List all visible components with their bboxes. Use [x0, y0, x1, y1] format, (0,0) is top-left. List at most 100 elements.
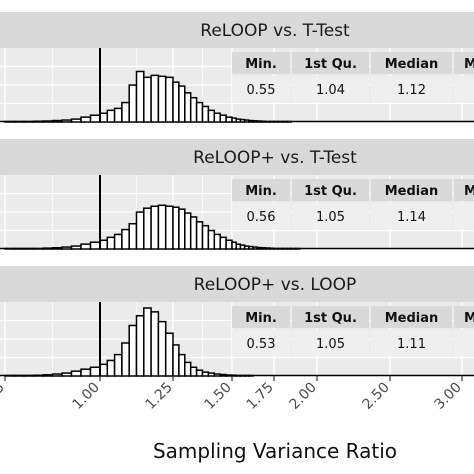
table-value-cell	[371, 76, 452, 102]
histogram-bar	[13, 247, 25, 250]
table-header-cell	[371, 306, 452, 328]
summary-table: Min. 0.56 1st Qu. 1.05 Median 1.14 M	[232, 179, 474, 229]
histogram-bar	[106, 236, 116, 250]
histogram-bar	[201, 224, 210, 250]
table-value: 0.55	[247, 83, 276, 98]
x-tick-label: 1.50	[201, 380, 234, 413]
table-value-cell	[232, 203, 290, 229]
histogram-bar	[225, 374, 233, 377]
histogram-bar	[150, 311, 160, 377]
table-value-cell	[454, 330, 474, 356]
histogram-bar	[189, 96, 198, 123]
histogram-bar	[201, 105, 210, 123]
histogram-bar	[89, 366, 101, 377]
histogram-bar	[106, 109, 116, 123]
x-tick-label: 3.00	[431, 380, 464, 413]
histogram-bar	[113, 107, 123, 123]
table-value-cell	[292, 330, 369, 356]
histogram-bar	[61, 246, 73, 250]
histogram-bar	[32, 374, 44, 377]
table-value-cell	[292, 76, 369, 102]
table-header-cell	[232, 306, 290, 328]
histogram-bar	[143, 207, 152, 250]
facet-title: ReLOOP+ vs. T-Test	[193, 148, 357, 168]
histogram-bar	[80, 116, 92, 123]
histogram-bar	[70, 370, 82, 377]
histogram-bar	[213, 112, 221, 123]
histogram-bar	[80, 368, 92, 377]
x-tick-label: 2.50	[359, 380, 392, 413]
table-header-label: Median	[385, 184, 439, 199]
facet-panel: ReLOOP vs. T-Test Min. 0.55 1st Qu. 1.04 Medi…	[0, 12, 474, 123]
histogram-bar	[207, 109, 216, 123]
table-value: 0.53	[247, 337, 276, 352]
histogram-bar	[121, 101, 130, 123]
table-value-cell	[371, 330, 452, 356]
facet-panel: ReLOOP+ vs. T-Test Min. 0.56 1st Qu. 1.05 Med…	[0, 139, 474, 250]
histogram-bar	[121, 228, 130, 250]
panels-layer: ReLOOP vs. T-Test Min. 0.55 1st Qu. 1.04 Medi…	[0, 12, 474, 377]
histogram-bar	[61, 372, 73, 377]
histogram-bar	[99, 363, 109, 377]
x-tick-label: 1.25	[142, 380, 175, 413]
histogram-bar	[106, 359, 116, 377]
histogram-bar	[248, 374, 254, 377]
histogram-bar	[80, 243, 92, 250]
histogram-bars	[0, 70, 474, 123]
histogram-bar	[219, 236, 227, 250]
histogram-bar	[51, 246, 63, 250]
table-value-cell	[454, 203, 474, 229]
histogram-bar	[213, 233, 221, 250]
table-header-label: Median	[385, 311, 439, 326]
histogram-bar	[213, 373, 221, 377]
histogram-bar	[189, 366, 198, 377]
histogram-bar	[23, 374, 35, 377]
table-value: 1.04	[316, 83, 345, 98]
histogram-bar	[143, 307, 152, 377]
histogram-bar	[70, 245, 82, 250]
table-header-label: M	[464, 57, 474, 72]
histogram-bar	[70, 118, 82, 123]
histogram-bar	[178, 208, 186, 250]
table-header-label: 1st Qu.	[304, 57, 357, 72]
facet-panel: ReLOOP+ vs. LOOP Min. 0.53 1st Qu. 1.05 Media…	[0, 266, 474, 377]
histogram-bar	[61, 119, 73, 123]
histogram-bar	[135, 70, 145, 123]
table-value-cell	[232, 330, 290, 356]
histogram-bar	[32, 247, 44, 250]
histogram-bar	[195, 101, 204, 123]
histogram-bar	[189, 216, 198, 250]
histogram-bar	[51, 373, 63, 377]
histogram-bar	[157, 320, 167, 377]
histogram-bar	[4, 120, 16, 123]
histogram-bar	[184, 92, 192, 123]
table-header-cell	[454, 306, 474, 328]
x-tick-label: 1.00	[69, 380, 102, 413]
histogram-bar	[286, 120, 292, 123]
histogram-bar	[184, 361, 192, 377]
facet-strip	[0, 139, 474, 175]
histogram-bar	[178, 353, 186, 377]
histogram-bar	[128, 324, 138, 377]
table-header-cell	[454, 52, 474, 74]
table-header-cell	[371, 52, 452, 74]
x-tick-label: 1.75	[243, 380, 276, 413]
table-value: 1.12	[397, 83, 426, 98]
table-header-cell	[292, 306, 369, 328]
histogram-bar	[135, 211, 145, 250]
table-value: 1.14	[397, 210, 426, 225]
table-header-label: M	[464, 311, 474, 326]
table-header-label: M	[464, 184, 474, 199]
histogram-bar	[172, 344, 180, 377]
facet-strip	[0, 266, 474, 302]
x-axis: 0.75 1.00 1.25 1.50 1.75 2.00 2.50 3.00	[0, 376, 465, 413]
histogram-bar	[128, 84, 138, 123]
table-value-cell	[292, 203, 369, 229]
histogram-bar	[172, 206, 180, 250]
histogram-bars	[0, 307, 474, 377]
histogram-bar	[89, 241, 101, 250]
histogram-bar	[113, 233, 123, 250]
histogram-bar	[13, 120, 25, 123]
table-header-cell	[232, 179, 290, 201]
summary-table: Min. 0.53 1st Qu. 1.05 Median 1.11 M	[232, 306, 474, 356]
